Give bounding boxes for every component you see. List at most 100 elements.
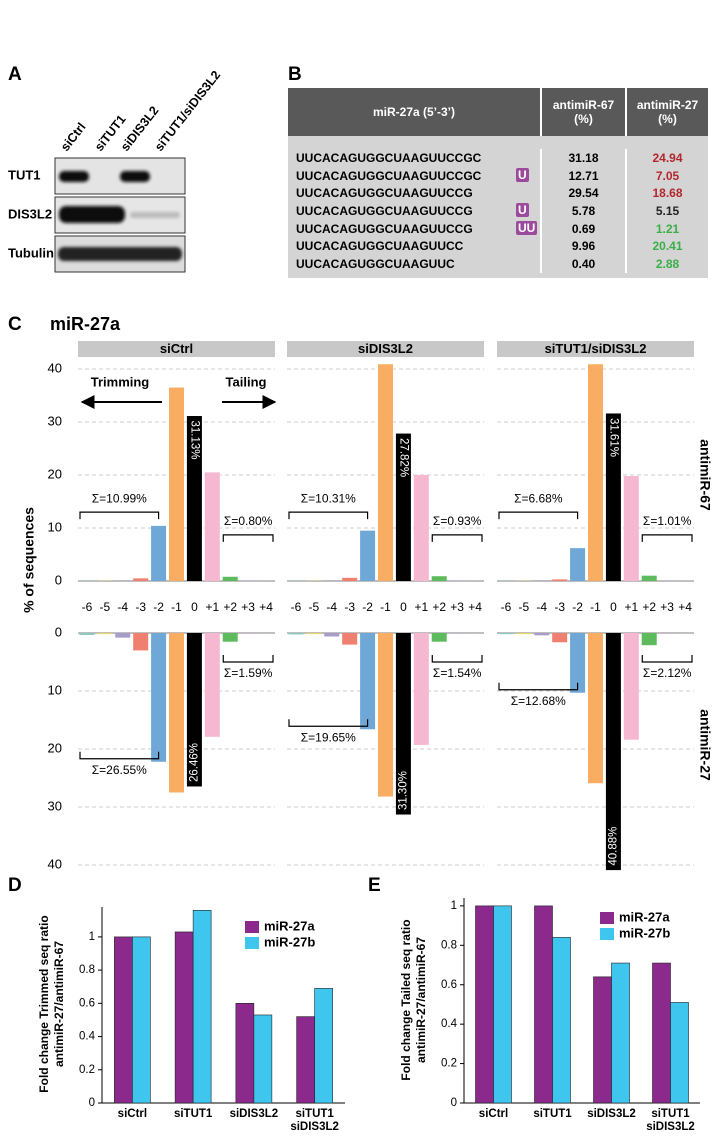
table-row: UUCACAGUGGCUAAGUUCC 9.96 20.41 [288, 237, 708, 256]
bar [570, 548, 586, 581]
bar [670, 1002, 689, 1104]
bar [306, 633, 322, 635]
sum-bracket [222, 655, 274, 663]
legend-swatch [245, 937, 259, 949]
value-label: 27.82% [397, 438, 409, 477]
legend-label: miR-27a [264, 918, 315, 933]
bar [605, 413, 621, 581]
sum-label: Σ=12.68% [511, 694, 566, 708]
y-axis-label: % of sequences [21, 507, 37, 613]
x-tick-label: -2 [572, 600, 583, 614]
x-tick-label: -4 [117, 600, 128, 614]
bar [132, 936, 151, 1104]
bar [133, 578, 149, 581]
sum-label: Σ=19.65% [301, 730, 356, 744]
bar [204, 472, 220, 581]
value-cell: 29.54 [540, 184, 625, 203]
band [58, 247, 182, 261]
value-cell: 24.94 [625, 149, 708, 167]
bar [342, 633, 358, 645]
panel-label: D [8, 875, 22, 896]
bar [516, 633, 532, 635]
x-tick-label: siCtrl [117, 1108, 148, 1120]
bar [588, 633, 603, 784]
bar [413, 475, 429, 581]
value-cell: 5.78 [540, 202, 625, 220]
row-label: Tubulin [8, 245, 54, 260]
facet-strip [497, 341, 694, 357]
legend-swatch [600, 912, 614, 924]
header-cell: miR-27a (5’-3’) [372, 105, 456, 119]
tail-box: UU [516, 220, 538, 235]
sum-label: Σ=0.80% [224, 514, 273, 528]
x-tick-label: -4 [326, 600, 337, 614]
facet-strip [287, 341, 484, 357]
x-tick-label: siTUT1 siDIS3L2 [646, 1108, 695, 1133]
x-tick-label: -5 [309, 600, 320, 614]
y-tick-label: 0.2 [441, 1058, 457, 1070]
table-row: UUCACAGUGGCUAAGUUCCG UU 0.69 1.21 [288, 219, 708, 238]
sum-bracket [498, 682, 579, 691]
bar [588, 364, 603, 581]
bar [534, 905, 553, 1104]
value-cell: 5.15 [625, 202, 708, 220]
x-tick-label: -1 [171, 600, 182, 614]
y-tick-label: 30 [48, 798, 62, 813]
bar [114, 936, 133, 1104]
sequence-cell: UUCACAGUGGCUAAGUUCCG U [288, 202, 540, 220]
panel-label: C [8, 314, 22, 335]
band [59, 206, 125, 223]
x-tick-label: -5 [519, 600, 530, 614]
value-cell: 0.40 [540, 255, 625, 273]
legend-swatch [245, 921, 259, 933]
legend-label: miR-27b [619, 925, 670, 940]
value-label: 31.13% [188, 421, 200, 460]
value-cell: 12.71 [540, 166, 625, 185]
x-tick-label: +4 [468, 600, 482, 614]
table-row: UUCACAGUGGCUAAGUUCCG U 5.78 5.15 [288, 202, 708, 220]
x-tick-label: siTUT1 siDIS3L2 [290, 1108, 339, 1133]
x-tick-label: +1 [414, 600, 428, 614]
bar [151, 633, 167, 762]
bar [288, 633, 304, 635]
bar [360, 530, 376, 581]
tail-box: U [516, 167, 529, 182]
facet-title: siCtrl [160, 341, 193, 356]
y-tick-label: 1 [451, 900, 457, 912]
bar [222, 633, 238, 642]
sum-bracket [641, 534, 693, 542]
x-tick-label: -3 [344, 600, 355, 614]
value-cell: 2.88 [625, 255, 708, 273]
x-tick-label: siCtrl [478, 1108, 509, 1120]
value-cell: 18.68 [625, 184, 708, 203]
x-tick-label: siTUT1 [173, 1108, 213, 1120]
sequence: UUCACAGUGGCUAAGUUCCG [296, 221, 473, 236]
bar [169, 387, 184, 581]
x-tick-label: +2 [642, 600, 656, 614]
bar [534, 633, 550, 636]
y-tick-label: 0 [451, 1097, 457, 1109]
sum-bracket [498, 511, 579, 520]
x-tick-label: 0 [610, 600, 617, 614]
bar [498, 633, 514, 635]
sum-label: Σ=1.01% [643, 514, 692, 528]
lane-label: siTUT1/siDIS3L2 [152, 68, 223, 154]
bar [186, 633, 202, 787]
header-cell: antimiR-67 (%) [540, 88, 625, 136]
sum-label: Σ=1.59% [224, 666, 273, 680]
bar [235, 1003, 255, 1104]
x-tick-label: -1 [380, 600, 391, 614]
bar [115, 633, 131, 638]
table-body: UUCACAGUGGCUAAGUUCCGC 31.18 24.94 UUCACAGUG… [288, 136, 708, 273]
bar [413, 633, 429, 745]
bar [641, 575, 657, 581]
bar [192, 910, 212, 1104]
bar [570, 633, 586, 693]
y-tick-label: 0.2 [79, 1064, 95, 1076]
value-cell: 31.18 [540, 149, 625, 167]
value-label: 31.61% [607, 418, 619, 457]
series-label: antimiR-67 [697, 439, 713, 511]
sum-label: Σ=6.68% [514, 491, 563, 505]
y-tick-label: 10 [48, 519, 62, 534]
